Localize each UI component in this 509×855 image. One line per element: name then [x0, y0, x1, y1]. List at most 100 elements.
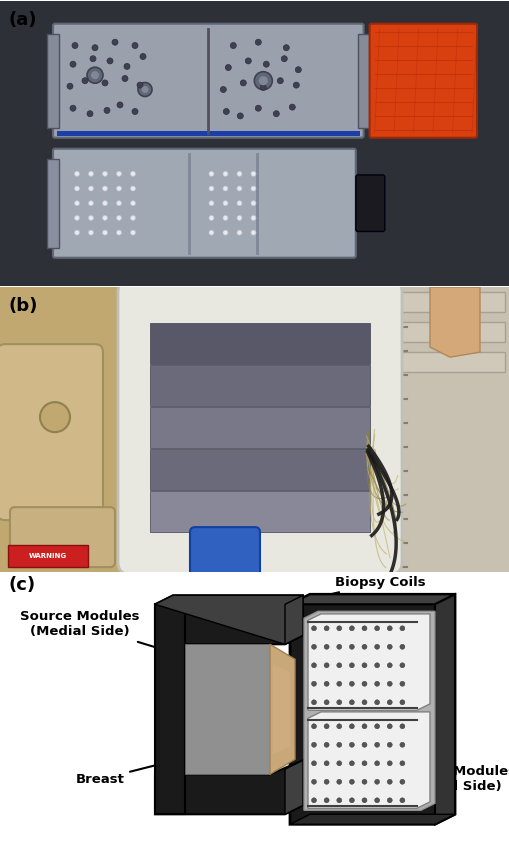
FancyBboxPatch shape: [53, 24, 363, 138]
Circle shape: [130, 171, 135, 176]
Polygon shape: [290, 814, 454, 824]
FancyBboxPatch shape: [10, 507, 115, 567]
Circle shape: [349, 742, 354, 747]
Circle shape: [399, 663, 404, 668]
Circle shape: [237, 171, 241, 176]
Polygon shape: [290, 594, 454, 604]
Bar: [150, 365, 369, 406]
Circle shape: [324, 645, 328, 649]
Circle shape: [361, 761, 366, 766]
Bar: [394, 292, 504, 312]
Circle shape: [374, 779, 379, 784]
Circle shape: [92, 44, 98, 50]
Circle shape: [209, 186, 214, 191]
Circle shape: [349, 724, 354, 728]
Circle shape: [258, 76, 267, 86]
Circle shape: [374, 626, 379, 631]
Circle shape: [237, 113, 243, 119]
Circle shape: [132, 109, 138, 115]
Circle shape: [102, 171, 107, 176]
Circle shape: [273, 110, 279, 117]
Text: (a): (a): [8, 11, 37, 29]
Circle shape: [399, 779, 404, 784]
Circle shape: [102, 215, 107, 221]
Circle shape: [324, 663, 328, 668]
Circle shape: [250, 230, 256, 235]
Circle shape: [245, 58, 251, 64]
Circle shape: [361, 724, 366, 728]
Circle shape: [386, 779, 391, 784]
Circle shape: [222, 230, 228, 235]
Circle shape: [116, 230, 121, 235]
Circle shape: [250, 186, 256, 191]
Circle shape: [141, 86, 148, 93]
Circle shape: [209, 201, 214, 206]
Text: Breast: Breast: [75, 729, 293, 786]
Circle shape: [74, 201, 79, 206]
Circle shape: [104, 108, 110, 114]
Polygon shape: [155, 760, 302, 814]
Circle shape: [349, 699, 354, 705]
FancyBboxPatch shape: [0, 344, 103, 520]
Text: Detector Modules
(Lateral Side): Detector Modules (Lateral Side): [383, 737, 509, 793]
Circle shape: [124, 63, 130, 69]
Circle shape: [89, 171, 93, 176]
Circle shape: [336, 742, 341, 747]
Circle shape: [281, 56, 287, 62]
Circle shape: [70, 105, 76, 111]
Circle shape: [132, 43, 138, 49]
Circle shape: [399, 699, 404, 705]
Circle shape: [130, 201, 135, 206]
Bar: [0, 287, 120, 572]
Text: (b): (b): [8, 298, 37, 315]
Circle shape: [324, 742, 328, 747]
Circle shape: [237, 230, 241, 235]
FancyBboxPatch shape: [369, 24, 476, 138]
Bar: [394, 322, 504, 342]
Circle shape: [324, 681, 328, 687]
Polygon shape: [434, 594, 454, 824]
Circle shape: [209, 230, 214, 235]
Circle shape: [349, 663, 354, 668]
Circle shape: [336, 798, 341, 803]
Circle shape: [87, 110, 93, 117]
Circle shape: [336, 761, 341, 766]
Circle shape: [399, 798, 404, 803]
Circle shape: [374, 699, 379, 705]
Circle shape: [209, 215, 214, 221]
Circle shape: [311, 779, 316, 784]
Circle shape: [324, 626, 328, 631]
Circle shape: [311, 724, 316, 728]
Text: Biopsy Coils: Biopsy Coils: [315, 575, 425, 599]
Circle shape: [130, 230, 135, 235]
Bar: [150, 491, 369, 532]
Polygon shape: [285, 595, 302, 645]
Circle shape: [67, 83, 73, 89]
Circle shape: [374, 724, 379, 728]
Circle shape: [349, 681, 354, 687]
Circle shape: [282, 44, 289, 50]
Polygon shape: [290, 594, 454, 824]
Polygon shape: [285, 760, 302, 814]
Circle shape: [311, 681, 316, 687]
Circle shape: [230, 43, 236, 49]
Circle shape: [311, 742, 316, 747]
Polygon shape: [307, 712, 429, 808]
Bar: [57, 131, 359, 136]
Circle shape: [311, 699, 316, 705]
Circle shape: [277, 78, 282, 84]
Circle shape: [122, 75, 128, 81]
Circle shape: [89, 215, 93, 221]
Circle shape: [102, 201, 107, 206]
Circle shape: [222, 186, 228, 191]
Circle shape: [295, 67, 301, 73]
Circle shape: [374, 663, 379, 668]
Circle shape: [399, 761, 404, 766]
Circle shape: [222, 171, 228, 176]
Circle shape: [386, 724, 391, 728]
Circle shape: [336, 699, 341, 705]
Circle shape: [361, 663, 366, 668]
Circle shape: [386, 626, 391, 631]
Polygon shape: [307, 614, 429, 711]
Circle shape: [361, 798, 366, 803]
